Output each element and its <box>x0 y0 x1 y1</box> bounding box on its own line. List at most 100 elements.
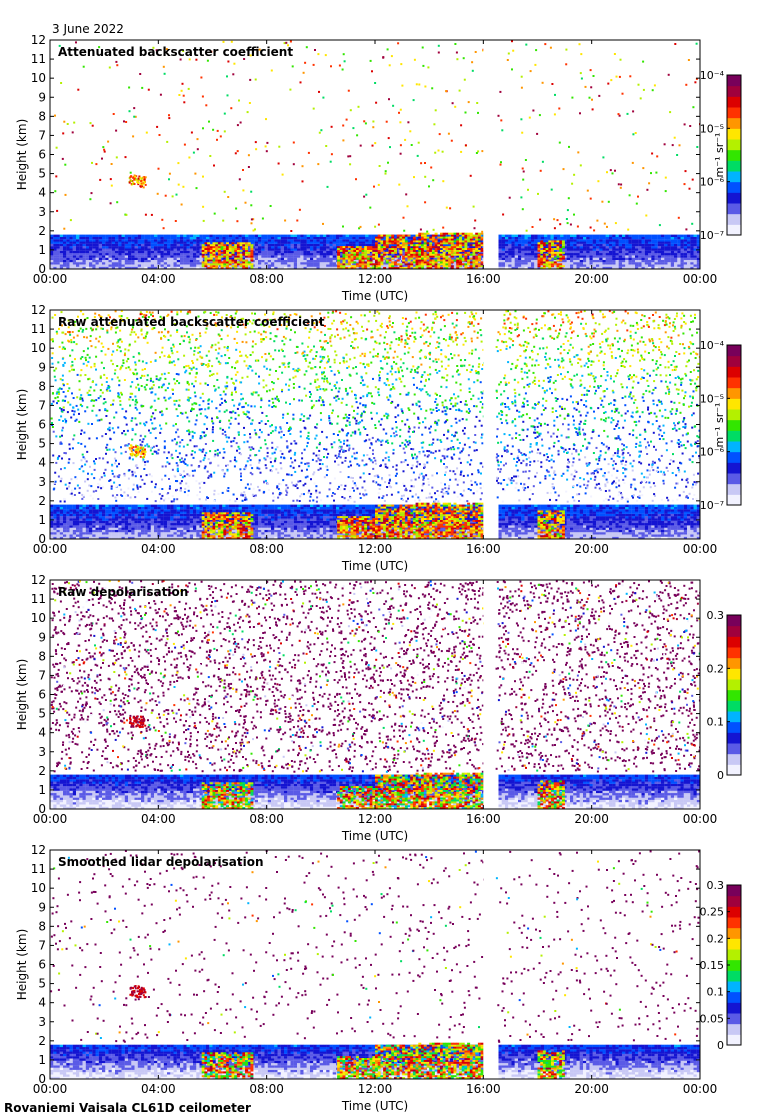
x-tick-label: 00:00 <box>683 542 718 556</box>
colorbar-segment <box>727 895 741 907</box>
x-tick-label: 00:00 <box>33 272 68 286</box>
colorbar-segment <box>727 636 741 648</box>
colorbar-tick-label: 10⁻⁵ <box>700 392 724 405</box>
colorbar: 10⁻⁴ 10⁻⁵ 10⁻⁶ 10⁻⁷ m⁻¹ sr⁻¹ <box>700 69 742 242</box>
colorbar-segment <box>727 128 741 140</box>
colorbar-segment <box>727 991 741 1003</box>
colorbar: 0.3 0.25 0.2 0.15 0.1 0.05 0 <box>700 879 742 1052</box>
x-tick-label: 00:00 <box>683 812 718 826</box>
y-tick-label: 12 <box>31 33 46 47</box>
y-tick-label: 3 <box>38 1015 46 1029</box>
y-tick-label: 0 <box>38 532 46 546</box>
x-axis-label: Time (UTC) <box>341 559 408 573</box>
colorbar-tick-label: 10⁻⁴ <box>700 339 725 352</box>
colorbar-units: m⁻¹ sr⁻¹ <box>713 133 726 178</box>
x-tick-label: 00:00 <box>33 1082 68 1096</box>
y-tick-label: 12 <box>31 843 46 857</box>
y-tick-label: 4 <box>38 726 46 740</box>
x-tick-label: 04:00 <box>141 812 176 826</box>
colorbar-segment <box>727 1002 741 1014</box>
x-axis-label: Time (UTC) <box>341 1099 408 1113</box>
colorbar-segment <box>727 721 741 733</box>
y-tick-label: 4 <box>38 186 46 200</box>
y-tick-label: 6 <box>38 418 46 432</box>
y-tick-label: 10 <box>31 71 46 85</box>
colorbar: 0.3 0.2 0.1 0 <box>707 609 742 782</box>
colorbar-segment <box>727 117 741 129</box>
y-tick-label: 4 <box>38 456 46 470</box>
colorbar-segment <box>727 679 741 691</box>
colorbar-segment <box>727 451 741 463</box>
colorbar-segment <box>727 938 741 950</box>
x-tick-label: 20:00 <box>574 812 609 826</box>
colorbar-segment <box>727 224 741 236</box>
x-tick-label: 08:00 <box>249 272 284 286</box>
y-axis-label: Height (km) <box>15 389 29 460</box>
x-tick-label: 04:00 <box>141 1082 176 1096</box>
colorbar-segment <box>727 625 741 637</box>
colorbar-segment <box>727 711 741 723</box>
y-tick-label: 6 <box>38 148 46 162</box>
colorbar-segment <box>727 981 741 993</box>
colorbar-frame <box>726 344 742 506</box>
y-tick-label: 10 <box>31 881 46 895</box>
colorbar-segment <box>727 1013 741 1025</box>
plot-area <box>50 40 700 269</box>
y-tick-label: 8 <box>38 919 46 933</box>
y-tick-label: 1 <box>38 243 46 257</box>
panel-title: Attenuated backscatter coefficient <box>58 45 293 59</box>
x-tick-label: 08:00 <box>249 812 284 826</box>
colorbar-tick-label: 10⁻⁶ <box>700 446 725 459</box>
y-tick-label: 11 <box>31 862 46 876</box>
y-tick-label: 9 <box>38 90 46 104</box>
y-tick-label: 1 <box>38 1053 46 1067</box>
colorbar-tick-label: 0.1 <box>707 986 725 999</box>
x-axis: 00:00 04:00 08:00 12:00 16:00 20:00 00:00 Time … <box>33 310 718 573</box>
y-tick-label: 9 <box>38 630 46 644</box>
colorbar-segment <box>727 906 741 918</box>
y-tick-label: 5 <box>38 437 46 451</box>
colorbar-tick-label: 0.3 <box>707 609 725 622</box>
y-tick-label: 10 <box>31 611 46 625</box>
colorbar-segment <box>727 75 741 87</box>
colorbar-segment <box>727 398 741 410</box>
colorbar-segment <box>727 657 741 669</box>
colorbar-segment <box>727 213 741 225</box>
colorbar-segment <box>727 203 741 215</box>
colorbar-segment <box>727 419 741 431</box>
x-axis: 00:00 04:00 08:00 12:00 16:00 20:00 00:00 Time … <box>33 850 717 1113</box>
y-axis-label: Height (km) <box>15 929 29 1000</box>
y-axis-label: Height (km) <box>15 119 29 190</box>
elevated-layer <box>129 985 147 999</box>
y-tick-label: 4 <box>38 996 46 1010</box>
x-tick-label: 12:00 <box>358 812 393 826</box>
colorbar-segment <box>727 139 741 151</box>
colorbar-segment <box>727 732 741 744</box>
y-tick-label: 8 <box>38 649 46 663</box>
y-tick-label: 1 <box>38 513 46 527</box>
x-tick-label: 08:00 <box>249 542 284 556</box>
colorbar-segment <box>727 473 741 485</box>
y-tick-label: 0 <box>38 262 46 276</box>
x-tick-label: 08:00 <box>249 1082 284 1096</box>
panel-title: Raw attenuated backscatter coefficient <box>58 315 325 329</box>
plot-area <box>50 580 700 809</box>
colorbar-segment <box>727 647 741 659</box>
data-gap <box>483 310 496 539</box>
y-tick-label: 7 <box>38 668 46 682</box>
x-tick-label: 00:00 <box>33 542 68 556</box>
x-tick-label: 00:00 <box>33 812 68 826</box>
colorbar-frame <box>726 614 742 776</box>
x-tick-label: 12:00 <box>358 272 393 286</box>
colorbar-segment <box>727 430 741 442</box>
colorbar-tick-label: 0.1 <box>707 716 725 729</box>
y-tick-label: 2 <box>38 1034 46 1048</box>
colorbar-segment <box>727 149 741 161</box>
colorbar-segment <box>727 668 741 680</box>
colorbar-segment <box>727 85 741 97</box>
